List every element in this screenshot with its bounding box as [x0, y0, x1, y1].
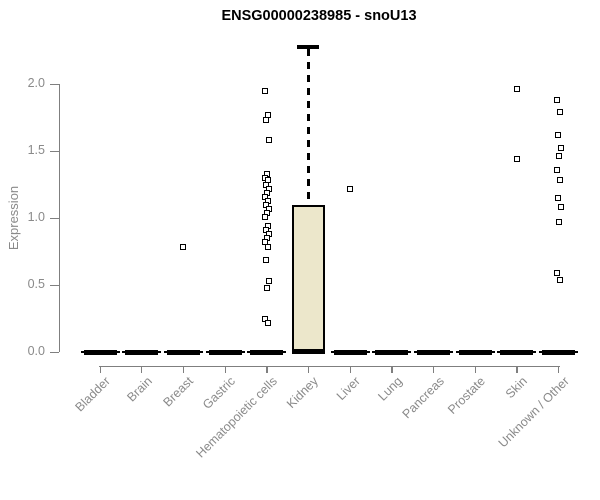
outlier-point [557, 145, 564, 152]
x-axis-tick [433, 366, 435, 373]
boxplot-zero-box [372, 349, 412, 355]
boxplot-zero-box [539, 349, 579, 355]
x-axis-tick [516, 366, 518, 373]
outlier-point [513, 86, 520, 93]
outlier-point [180, 244, 187, 251]
x-axis-tick [349, 366, 351, 373]
boxplot-zero-box [122, 349, 162, 355]
boxplot-zero-box [414, 349, 454, 355]
x-axis-tick [391, 366, 393, 373]
outlier-point [553, 269, 560, 276]
boxplot-zero-box [163, 349, 203, 355]
outlier-point [264, 319, 271, 326]
y-axis-tick [49, 83, 59, 85]
outlier-point [554, 131, 561, 138]
boxplot-whisker [307, 49, 310, 205]
x-axis-tick [182, 366, 185, 373]
outlier-point [261, 213, 268, 220]
boxplot-zero-box [455, 349, 495, 355]
outlier-point [556, 276, 563, 283]
outlier-point [264, 244, 271, 251]
outlier-point [261, 87, 268, 94]
y-axis-tick [49, 284, 59, 286]
outlier-point [554, 194, 561, 201]
y-tick-label: 2.0 [27, 76, 45, 90]
outlier-point [513, 156, 520, 163]
outlier-point [555, 219, 562, 226]
x-axis-tick [558, 366, 560, 373]
chart-title: ENSG00000238985 - snoU13 [221, 8, 417, 24]
y-tick-label: 0.0 [27, 344, 45, 358]
boxplot-zero-box [330, 349, 370, 355]
boxplot-zero-box [247, 349, 287, 355]
boxplot-zero-box [497, 349, 537, 355]
outlier-point [265, 137, 272, 144]
x-axis-tick [224, 366, 226, 373]
outlier-point [553, 97, 560, 104]
boxplot-zero-box [205, 349, 245, 355]
x-axis-tick [99, 366, 101, 373]
x-axis-tick [141, 366, 143, 373]
outlier-point [262, 117, 269, 124]
x-axis-tick [266, 366, 268, 373]
outlier-point [555, 153, 562, 160]
x-axis-line [99, 366, 560, 368]
boxplot-zero-box [80, 349, 120, 355]
y-axis-tick [49, 150, 59, 152]
y-tick-label: 1.5 [27, 143, 45, 157]
x-axis-tick [474, 366, 476, 373]
outlier-point [347, 185, 354, 192]
y-axis-tick [49, 351, 59, 353]
outlier-point [556, 177, 563, 184]
y-tick-label: 1.0 [27, 210, 45, 224]
outlier-point [553, 166, 560, 173]
outlier-point [263, 284, 270, 291]
whisker-cap [297, 45, 320, 49]
outlier-point [557, 204, 564, 211]
y-axis-line [58, 84, 60, 352]
boxplot-box [291, 204, 325, 355]
outlier-point [556, 109, 563, 116]
outlier-point [262, 256, 269, 263]
x-axis-tick [307, 366, 310, 373]
outlier-point [265, 277, 272, 284]
y-axis-tick [49, 217, 59, 219]
y-tick-label: 0.5 [27, 277, 45, 291]
